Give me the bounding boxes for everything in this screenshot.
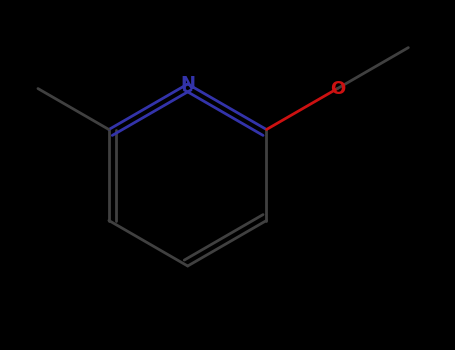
Text: O: O [330,79,345,98]
Text: N: N [180,75,195,93]
